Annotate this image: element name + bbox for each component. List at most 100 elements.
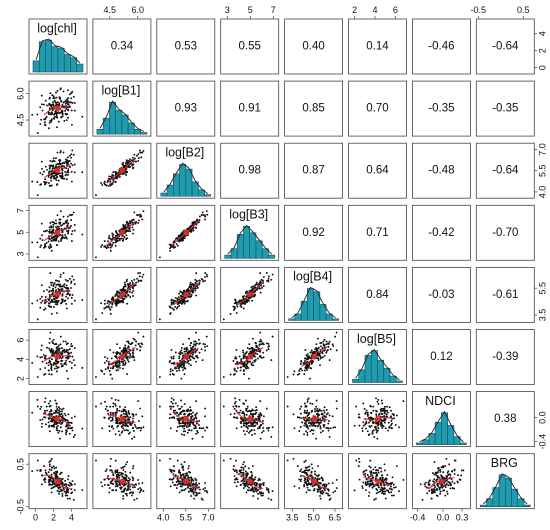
data-point <box>306 469 309 472</box>
data-point <box>286 376 289 379</box>
data-point <box>182 343 185 346</box>
data-point <box>170 471 173 474</box>
data-point <box>181 420 184 423</box>
data-point <box>175 367 178 370</box>
data-point <box>259 291 262 294</box>
mean-marker <box>247 353 254 360</box>
data-point <box>179 485 182 488</box>
data-point <box>70 101 72 104</box>
data-point <box>67 232 69 235</box>
data-point <box>52 223 55 226</box>
histogram-bar <box>76 63 84 73</box>
data-point <box>117 300 120 303</box>
data-point <box>59 151 62 154</box>
data-point <box>40 183 43 186</box>
data-point <box>246 485 249 488</box>
data-point <box>103 416 106 419</box>
data-point <box>242 471 245 474</box>
data-point <box>170 356 173 358</box>
data-point <box>174 402 177 405</box>
panel-6-1 <box>92 391 152 448</box>
data-point <box>132 337 135 340</box>
data-point <box>169 468 172 471</box>
data-point <box>180 363 183 366</box>
panel-2-3: 0.98 <box>220 142 280 199</box>
data-point <box>129 160 132 163</box>
data-point <box>229 457 232 460</box>
data-point <box>323 415 326 417</box>
data-point <box>137 159 140 162</box>
data-point <box>122 164 125 167</box>
data-point <box>132 289 135 292</box>
panel-6-7: 0.38 <box>475 391 535 448</box>
data-point <box>107 246 110 249</box>
data-point <box>382 425 385 428</box>
data-point <box>191 490 194 493</box>
data-point <box>261 494 264 497</box>
data-point <box>59 275 62 278</box>
data-point <box>307 397 310 400</box>
data-point <box>126 278 128 281</box>
data-point <box>260 286 263 289</box>
data-point <box>138 426 141 429</box>
data-point <box>51 221 54 223</box>
data-point <box>110 482 113 485</box>
data-point <box>260 424 263 427</box>
data-point <box>195 492 198 495</box>
data-point <box>194 278 197 281</box>
data-point <box>50 300 53 303</box>
data-point <box>334 490 337 493</box>
data-point <box>335 478 338 481</box>
data-point <box>179 234 182 236</box>
data-point <box>140 215 143 218</box>
panel-frame <box>475 329 535 385</box>
data-point <box>142 490 145 493</box>
data-point <box>61 298 64 301</box>
histogram-bar <box>96 129 104 135</box>
data-point <box>319 355 322 358</box>
data-point <box>131 486 134 489</box>
data-point <box>248 486 250 489</box>
data-point <box>259 331 262 334</box>
data-point <box>183 403 186 405</box>
data-point <box>303 369 306 372</box>
data-point <box>121 297 124 299</box>
data-point <box>53 422 56 424</box>
data-point <box>204 489 206 492</box>
data-point <box>44 397 47 400</box>
data-point <box>303 433 306 436</box>
data-point <box>44 307 47 310</box>
data-point <box>65 119 68 122</box>
data-point <box>58 218 61 221</box>
data-point <box>358 416 361 419</box>
data-point <box>245 413 248 416</box>
data-point <box>129 230 132 233</box>
data-point <box>311 421 314 424</box>
data-point <box>60 362 63 365</box>
data-point <box>140 488 143 491</box>
data-point <box>233 412 236 415</box>
data-point <box>65 178 68 181</box>
data-point <box>105 468 108 471</box>
data-point <box>62 105 65 108</box>
data-point <box>131 156 134 159</box>
data-point <box>180 347 183 349</box>
data-point <box>115 304 118 307</box>
data-point <box>63 300 66 303</box>
data-point <box>315 409 318 412</box>
data-point <box>187 490 190 493</box>
data-point <box>58 492 61 495</box>
data-point <box>245 425 248 428</box>
data-point <box>176 417 179 420</box>
data-point <box>53 485 56 488</box>
histogram-bar <box>191 181 199 197</box>
data-point <box>193 497 196 500</box>
data-point <box>53 282 56 284</box>
data-point <box>241 362 244 365</box>
data-point <box>381 409 384 412</box>
panel-4-1 <box>92 266 152 323</box>
data-point <box>240 299 243 302</box>
data-point <box>63 222 66 225</box>
data-point <box>299 480 302 483</box>
data-point <box>67 173 69 176</box>
